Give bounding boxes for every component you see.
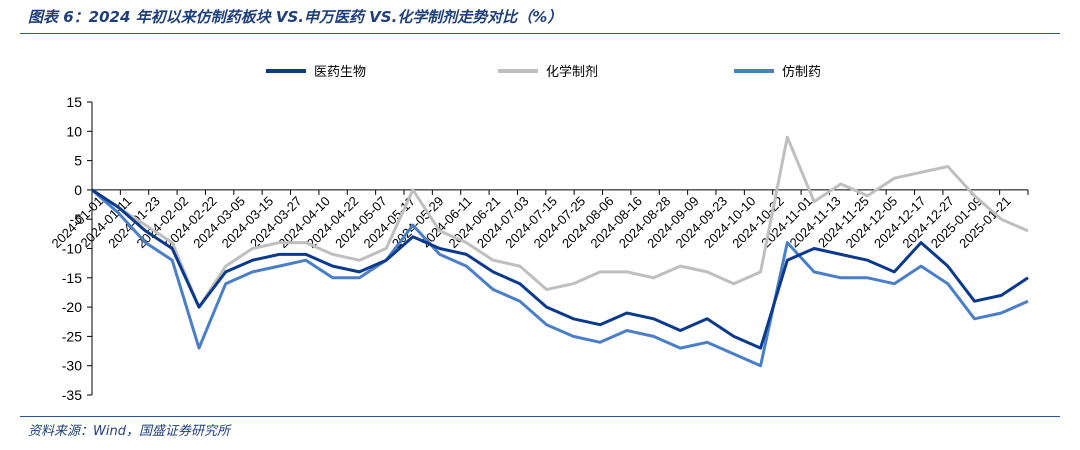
y-tick-label: 0	[74, 182, 82, 198]
source-note: 资料来源：Wind，国盛证券研究所	[28, 424, 230, 439]
legend-label-2: 仿制药	[782, 65, 821, 80]
y-tick-label: 10	[66, 123, 82, 139]
y-tick-label: -10	[62, 241, 82, 257]
x-tick-labels: 2024-01-012024-01-112024-01-232024-02-02…	[48, 193, 1013, 251]
top-rule	[20, 33, 1060, 34]
legend-label-1: 化学制剂	[546, 64, 598, 80]
chart-title: 图表 6：2024 年初以来仿制药板块 VS.申万医药 VS.化学制剂走势对比（…	[28, 8, 563, 26]
y-tick-label: -35	[62, 387, 82, 403]
legend: 医药生物 化学制剂 仿制药	[266, 64, 821, 80]
y-tick-label: -20	[62, 299, 82, 315]
y-tick-label: -15	[62, 270, 82, 286]
legend-label-0: 医药生物	[314, 65, 366, 80]
series-line-0	[91, 188, 1029, 350]
y-tick-label: -5	[70, 211, 83, 227]
series-lines	[91, 135, 1029, 368]
y-tick-label: -25	[62, 328, 82, 344]
x-axis	[91, 189, 1029, 195]
series-line-2	[91, 188, 1029, 368]
y-axis: 15 10 5 0 -5 -10 -15 -20 -25 -30 -35	[62, 94, 93, 403]
y-tick-label: -30	[62, 358, 82, 374]
y-tick-label: 5	[74, 153, 82, 169]
y-tick-label: 15	[66, 94, 82, 110]
series-line-1	[91, 135, 1029, 309]
bottom-rule	[20, 416, 1060, 417]
